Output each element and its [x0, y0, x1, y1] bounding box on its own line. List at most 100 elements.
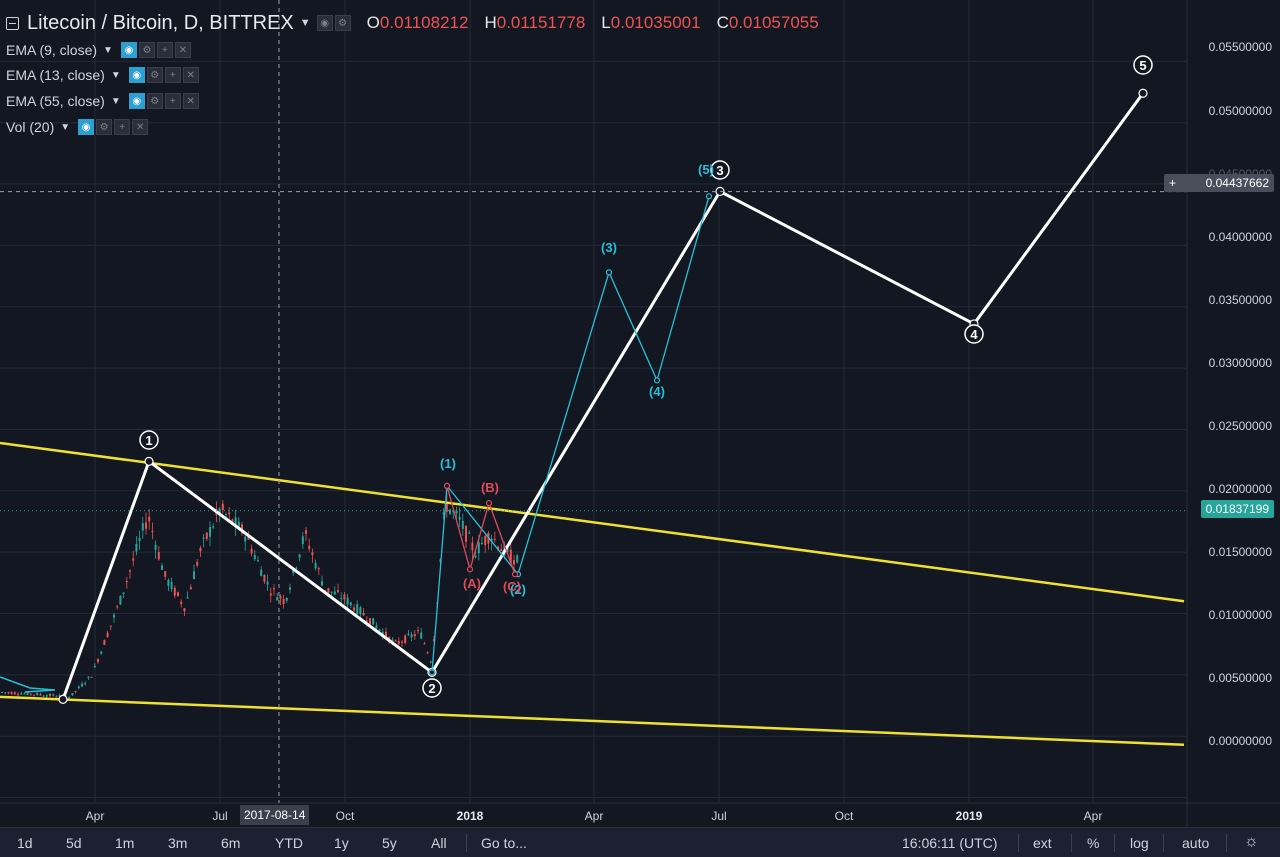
candle-body	[369, 618, 371, 625]
time-tick: Apr	[1083, 809, 1103, 823]
candle-body	[55, 696, 58, 698]
candle-body	[305, 530, 307, 534]
log-toggle[interactable]: log	[1130, 835, 1149, 851]
gear-icon[interactable]: ⚙	[146, 67, 163, 83]
eye-icon[interactable]: ◉	[128, 67, 145, 83]
candle-body	[282, 599, 285, 604]
wave-point	[653, 377, 661, 384]
wave-label-minor: (5)	[698, 162, 714, 177]
eye-icon[interactable]: ◉	[128, 93, 145, 109]
timeframe-3m[interactable]: 3m	[168, 835, 188, 851]
indicator-volume[interactable]: Vol (20) ▼ ◉ ⚙ + ✕	[6, 116, 150, 138]
candle-body	[148, 517, 151, 522]
timeframe-1y[interactable]: 1y	[334, 835, 349, 851]
timeframe-all[interactable]: All	[431, 835, 447, 851]
indicator-label: Vol (20)	[6, 119, 55, 135]
chevron-down-icon[interactable]: ▼	[110, 69, 121, 81]
candle-body	[257, 560, 259, 562]
candle-body	[39, 694, 42, 696]
goto-button[interactable]: Go to...	[481, 835, 527, 851]
candle-body	[189, 587, 192, 590]
indicator-ema-9[interactable]: EMA (9, close) ▼ ◉ ⚙ + ✕	[6, 39, 193, 61]
eye-icon[interactable]: ◉	[78, 119, 95, 135]
candle-body	[202, 537, 205, 539]
eye-icon[interactable]: ◉	[316, 15, 333, 31]
gear-icon[interactable]: ⚙	[146, 93, 163, 109]
plus-icon[interactable]: +	[164, 67, 181, 83]
plus-icon[interactable]: +	[156, 42, 173, 58]
timeframe-ytd[interactable]: YTD	[275, 835, 303, 851]
candle-body	[474, 555, 477, 558]
wave-labels: 1 2 3 4 5 (1) (2) (3) (4) (5) (A) (B) (C)	[139, 55, 1153, 698]
candle-body	[413, 633, 416, 637]
percent-toggle[interactable]: %	[1087, 835, 1100, 851]
auto-toggle[interactable]: auto	[1182, 835, 1210, 851]
candle-body	[407, 633, 410, 636]
wave-label-corrective: (A)	[463, 576, 481, 591]
wave-label-circle	[1133, 55, 1153, 75]
corrective-wave-line	[446, 485, 516, 575]
menu-icon[interactable]	[6, 16, 19, 30]
close-icon[interactable]: ✕	[174, 42, 191, 58]
timeframe-5y[interactable]: 5y	[382, 835, 397, 851]
candle-body	[333, 591, 336, 595]
primary-wave-line	[61, 92, 1145, 700]
settings-gear-icon[interactable]: ☼	[1244, 833, 1259, 850]
wave-point	[1138, 88, 1148, 98]
candle-body	[401, 641, 403, 643]
candle-body	[186, 597, 189, 599]
gear-icon[interactable]: ⚙	[96, 119, 113, 135]
minor-wave-fragment	[0, 676, 56, 693]
candle-body	[506, 548, 509, 552]
price-tick: 0.05500000	[1208, 40, 1272, 54]
candle-body	[285, 598, 288, 601]
close-icon[interactable]: ✕	[132, 119, 149, 135]
chevron-down-icon[interactable]: ▼	[110, 95, 121, 107]
candle-body	[167, 579, 170, 586]
chevron-down-icon[interactable]: ▼	[103, 44, 113, 56]
eye-icon[interactable]: ◉	[120, 42, 137, 58]
chevron-down-icon[interactable]: ▼	[60, 121, 71, 133]
plus-icon[interactable]: +	[164, 93, 181, 109]
timeframe-5d[interactable]: 5d	[66, 835, 82, 851]
plus-icon[interactable]: +	[114, 119, 131, 135]
plus-icon[interactable]: +	[1169, 176, 1177, 190]
chevron-down-icon[interactable]: ▼	[299, 17, 311, 29]
gear-icon[interactable]: ⚙	[138, 42, 155, 58]
candle-body	[231, 519, 234, 524]
candle-body	[391, 639, 394, 642]
candle-body	[100, 651, 103, 654]
candle-body	[276, 596, 279, 601]
time-tick: Oct	[335, 809, 355, 823]
candle-body	[273, 588, 275, 590]
wave-point	[58, 694, 68, 704]
candle-body	[26, 692, 29, 695]
candle-body	[113, 614, 115, 618]
timeframe-6m[interactable]: 6m	[221, 835, 241, 851]
candle-body	[87, 676, 90, 678]
divider	[466, 834, 467, 852]
ext-toggle[interactable]: ext	[1033, 835, 1052, 851]
indicator-ema-13[interactable]: EMA (13, close) ▼ ◉ ⚙ + ✕	[6, 64, 201, 86]
candle-body	[154, 544, 157, 550]
close-icon[interactable]: ✕	[182, 67, 199, 83]
timeframe-1m[interactable]: 1m	[115, 835, 135, 851]
candle-body	[244, 536, 247, 542]
candle-body	[458, 516, 461, 520]
trendlines	[0, 441, 1185, 747]
close-icon[interactable]: ✕	[182, 93, 199, 109]
candle-body	[196, 561, 199, 566]
candle-body	[212, 526, 215, 528]
gear-icon[interactable]: ⚙	[334, 15, 351, 31]
wave-point	[511, 571, 519, 578]
indicator-ema-55[interactable]: EMA (55, close) ▼ ◉ ⚙ + ✕	[6, 90, 201, 112]
divider	[1114, 834, 1115, 852]
candle-body	[289, 587, 291, 590]
timeframe-1d[interactable]: 1d	[17, 835, 33, 851]
candle-body	[269, 593, 272, 596]
wave-label-minor: (4)	[649, 384, 665, 399]
symbol-title[interactable]: Litecoin / Bitcoin, D, BITTREX	[27, 11, 294, 34]
time-tick: Apr	[584, 809, 604, 823]
chart-header: Litecoin / Bitcoin, D, BITTREX ▼ ◉ ⚙ O0.…	[6, 8, 819, 38]
